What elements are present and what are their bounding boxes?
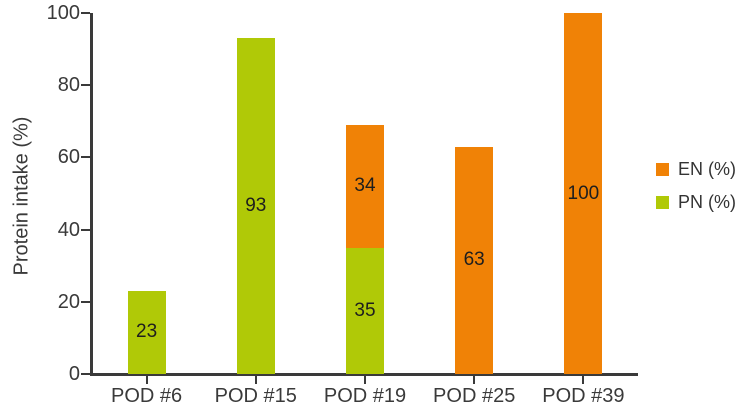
y-tick-label: 40 bbox=[57, 218, 80, 241]
x-category-label: POD #19 bbox=[323, 385, 407, 407]
y-tick-mark bbox=[81, 300, 90, 303]
y-tick-label: 20 bbox=[57, 290, 80, 313]
bar-value-label: 34 bbox=[354, 175, 376, 197]
y-tick-mark bbox=[81, 84, 90, 87]
bar-segment-pn: 23 bbox=[127, 290, 166, 374]
y-tick-mark bbox=[81, 373, 90, 375]
bar-segment-en: 100 bbox=[564, 13, 603, 374]
bar-segment-en: 34 bbox=[346, 124, 384, 248]
x-tick-mark bbox=[582, 376, 585, 384]
y-tick-mark bbox=[81, 12, 90, 14]
y-tick-label: 60 bbox=[57, 146, 80, 169]
x-tick-mark bbox=[254, 376, 257, 384]
x-axis-line bbox=[90, 373, 638, 376]
y-tick-label: 80 bbox=[57, 74, 80, 97]
bar-segment-pn: 93 bbox=[236, 38, 275, 374]
bar-value-label: 93 bbox=[245, 195, 267, 217]
bar-segment-en: 63 bbox=[455, 146, 494, 374]
legend: EN (%) PN (%) bbox=[656, 159, 736, 225]
x-tick-mark bbox=[364, 376, 366, 384]
y-tick-label: 0 bbox=[68, 363, 80, 385]
x-tick-mark bbox=[473, 376, 476, 384]
y-tick-label: 100 bbox=[46, 2, 80, 24]
x-category-label: POD #15 bbox=[214, 385, 297, 407]
legend-swatch-pn-icon bbox=[656, 195, 669, 209]
legend-item-en: EN (%) bbox=[656, 159, 736, 179]
legend-label-en: EN (%) bbox=[678, 158, 736, 179]
y-tick-mark bbox=[81, 156, 90, 159]
bar-segment-pn: 35 bbox=[346, 247, 384, 374]
x-category-label: POD #25 bbox=[433, 385, 516, 407]
y-axis-title: Protein intake (%) bbox=[10, 116, 33, 276]
legend-item-pn: PN (%) bbox=[656, 192, 736, 212]
x-tick-mark bbox=[145, 376, 148, 384]
y-tick-mark bbox=[81, 228, 90, 231]
bar-value-label: 100 bbox=[567, 182, 600, 204]
y-axis-line bbox=[90, 13, 93, 376]
legend-label-pn: PN (%) bbox=[678, 191, 736, 212]
bar-value-label: 23 bbox=[136, 321, 158, 343]
bar-value-label: 63 bbox=[463, 249, 485, 271]
x-category-label: POD #39 bbox=[542, 385, 625, 407]
legend-swatch-en-icon bbox=[656, 162, 669, 176]
bar-value-label: 35 bbox=[354, 299, 376, 321]
x-category-label: POD #6 bbox=[111, 385, 183, 407]
